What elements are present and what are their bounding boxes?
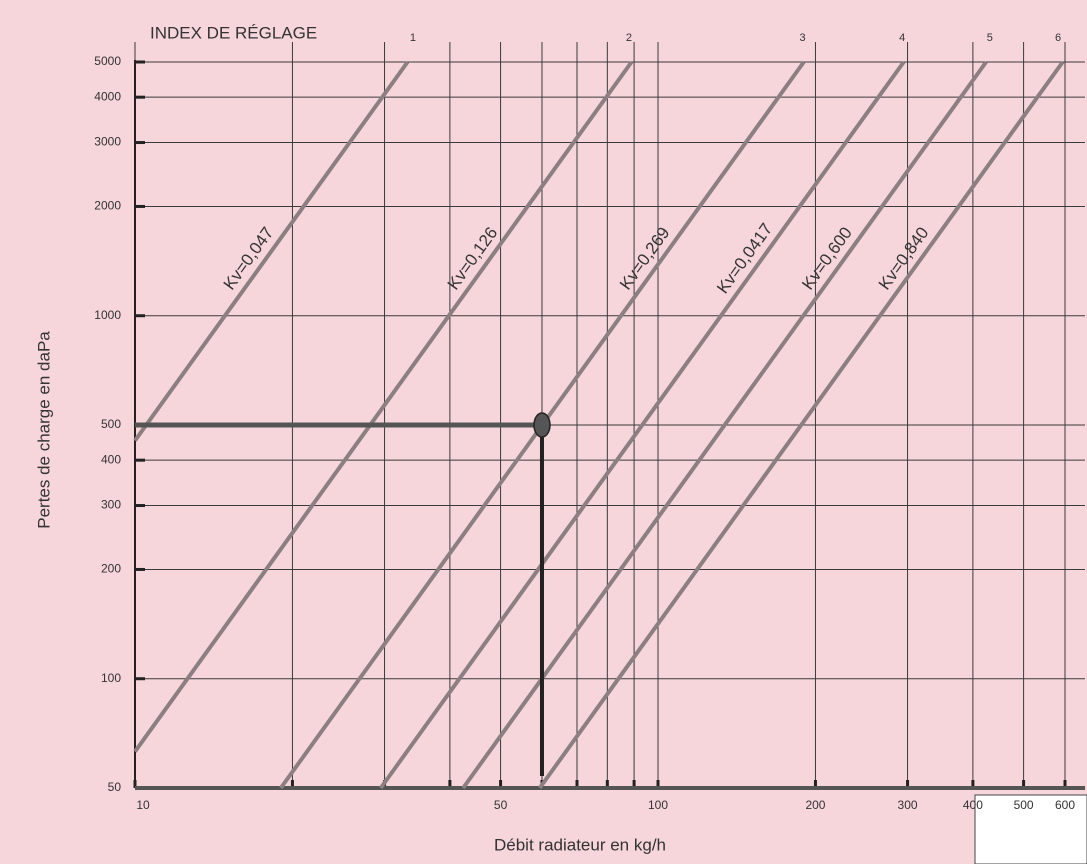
x-tick-label: 50	[494, 798, 508, 812]
x-tick-label: 400	[963, 798, 983, 812]
kv-line	[538, 60, 1065, 790]
y-tick-label: 4000	[94, 89, 121, 103]
kv-line	[461, 60, 988, 790]
index-label: 3	[800, 32, 806, 44]
y-tick-label: 2000	[94, 199, 121, 213]
y-tick-label: 200	[101, 562, 121, 576]
x-tick-label: 10	[136, 798, 150, 812]
kv-line	[133, 60, 634, 753]
blank-box	[974, 794, 1087, 864]
index-label: 5	[987, 32, 993, 44]
y-tick-label: 1000	[94, 308, 121, 322]
marker-point	[533, 412, 551, 438]
y-tick-label: 5000	[94, 54, 121, 68]
kv-line	[133, 60, 410, 442]
x-axis-label: Débit radiateur en kg/h	[494, 835, 666, 854]
y-tick-label: 300	[101, 498, 121, 512]
index-label: 4	[899, 32, 905, 44]
x-tick-label: 100	[648, 798, 668, 812]
y-tick-label: 500	[101, 417, 121, 431]
y-tick-label: 400	[101, 452, 121, 466]
index-label: 6	[1055, 32, 1061, 44]
chart-title: INDEX DE RÉGLAGE	[150, 23, 317, 42]
index-label: 2	[626, 32, 632, 44]
y-tick-label: 50	[108, 780, 122, 794]
x-tick-label: 600	[1055, 798, 1075, 812]
x-tick-label: 500	[1014, 798, 1034, 812]
index-label: 1	[410, 32, 416, 44]
x-tick-label: 300	[898, 798, 918, 812]
y-axis-label: Pertes de charge en daPa	[34, 331, 53, 529]
kv-line	[379, 60, 906, 790]
y-tick-label: 100	[101, 671, 121, 685]
x-tick-label: 200	[805, 798, 825, 812]
y-tick-label: 3000	[94, 135, 121, 149]
